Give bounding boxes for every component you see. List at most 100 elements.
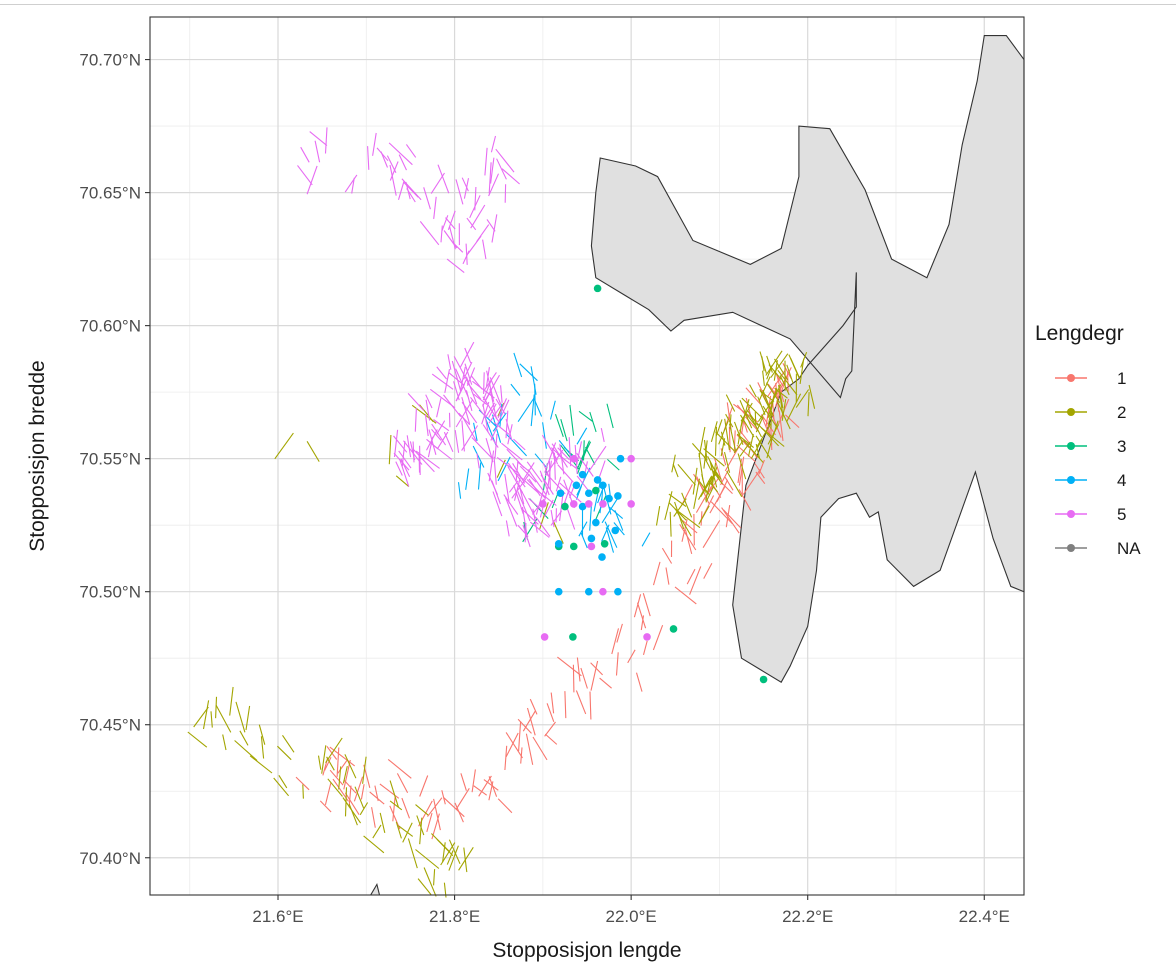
track-segment-5 — [501, 168, 520, 185]
track-segment-5 — [489, 388, 498, 420]
legend-key-point — [1067, 510, 1075, 518]
track-segment-5 — [551, 443, 568, 468]
track-segment-2 — [363, 835, 385, 854]
track-segment-1 — [564, 691, 567, 719]
track-segment-5 — [482, 403, 489, 432]
point-5 — [599, 500, 607, 508]
track-segment-2 — [407, 838, 418, 869]
track-segment-2 — [755, 435, 772, 461]
track-segment-4 — [497, 456, 511, 482]
point-4 — [584, 489, 593, 498]
track-segment-2 — [799, 358, 805, 384]
legend-key-point — [1067, 544, 1075, 552]
track-segment-2 — [714, 426, 718, 456]
track-segment-2 — [671, 454, 676, 473]
track-segment-1 — [427, 797, 443, 817]
track-segment-5 — [309, 131, 328, 147]
track-segment-1 — [396, 773, 409, 793]
track-segment-5 — [419, 445, 421, 476]
legend-label: 1 — [1117, 369, 1126, 388]
track-segment-1 — [392, 797, 396, 822]
track-segment-1 — [525, 733, 534, 765]
track-segment-5 — [372, 132, 377, 156]
track-segment-5 — [441, 215, 449, 231]
track-segment-1 — [379, 783, 400, 799]
track-segment-5 — [500, 385, 503, 403]
track-segment-2 — [655, 506, 661, 526]
track-segment-5 — [495, 148, 515, 173]
track-segment-2 — [344, 754, 357, 779]
track-segment-2 — [720, 431, 726, 446]
track-segment-5 — [306, 165, 318, 195]
track-segment-5 — [543, 499, 554, 518]
point-5 — [540, 633, 549, 641]
track-segment-5 — [429, 388, 456, 409]
track-segment-1 — [337, 759, 348, 774]
track-segment-1 — [526, 707, 536, 736]
track-segment-2 — [187, 731, 208, 748]
track-segment-1 — [785, 414, 800, 429]
track-segment-2 — [707, 480, 719, 493]
track-segment-2 — [693, 478, 701, 509]
track-segment-4 — [519, 363, 538, 382]
track-segment-2 — [668, 493, 687, 507]
track-segment-1 — [550, 692, 555, 714]
track-segment-4 — [609, 506, 624, 520]
track-segment-1 — [782, 363, 792, 380]
track-segment-2 — [701, 473, 707, 494]
track-segment-5 — [490, 424, 499, 441]
track-segment-1 — [401, 797, 411, 819]
track-segment-2 — [773, 360, 778, 381]
track-segment-2 — [741, 397, 764, 420]
track-segment-2 — [772, 420, 779, 438]
track-segment-1 — [371, 807, 376, 828]
track-segment-5 — [432, 444, 453, 460]
track-segment-5 — [557, 464, 574, 483]
track-segment-2 — [326, 756, 335, 771]
track-segment-1 — [441, 790, 446, 805]
track-segment-1 — [721, 507, 740, 534]
track-segment-2 — [669, 511, 672, 537]
track-segment-5 — [517, 491, 531, 522]
track-segment-1 — [642, 593, 651, 617]
track-segment-2 — [317, 755, 322, 770]
track-segment-1 — [505, 732, 519, 758]
track-segment-4 — [457, 482, 462, 499]
point-5 — [599, 587, 607, 596]
track-segment-5 — [544, 442, 557, 473]
track-segment-3 — [607, 458, 620, 471]
track-segment-3 — [554, 414, 564, 437]
x-tick-label: 21.6°E — [252, 907, 303, 926]
x-tick-label: 22.2°E — [782, 907, 833, 926]
track-segment-5 — [527, 469, 547, 495]
legend-key-point — [1067, 408, 1075, 416]
land-polygon — [590, 35, 1025, 683]
point-3 — [593, 284, 602, 293]
track-segment-4 — [465, 468, 470, 490]
track-segment-1 — [336, 747, 340, 777]
track-segment-5 — [532, 508, 538, 533]
point-4 — [578, 470, 587, 479]
track-segment-2 — [795, 389, 810, 408]
track-segment-3 — [589, 411, 597, 433]
track-segment-5 — [351, 177, 355, 194]
track-segment-4 — [513, 352, 523, 378]
track-segment-1 — [369, 791, 385, 805]
track-segment-5 — [436, 420, 446, 435]
track-segment-2 — [786, 393, 802, 422]
track-segment-5 — [447, 210, 456, 230]
point-4 — [593, 476, 602, 484]
track-segment-2 — [759, 390, 775, 402]
track-segment-2 — [245, 705, 251, 731]
track-segment-5 — [471, 437, 492, 458]
track-segment-1 — [674, 586, 697, 605]
track-segment-5 — [488, 162, 492, 194]
track-segment-5 — [448, 372, 464, 386]
track-segment-1 — [544, 721, 556, 737]
track-segment-2 — [700, 473, 716, 498]
track-segment-2 — [277, 745, 292, 761]
track-segment-5 — [491, 214, 498, 243]
track-segment-1 — [661, 547, 673, 564]
track-segment-5 — [465, 243, 468, 265]
track-segment-1 — [615, 652, 619, 676]
